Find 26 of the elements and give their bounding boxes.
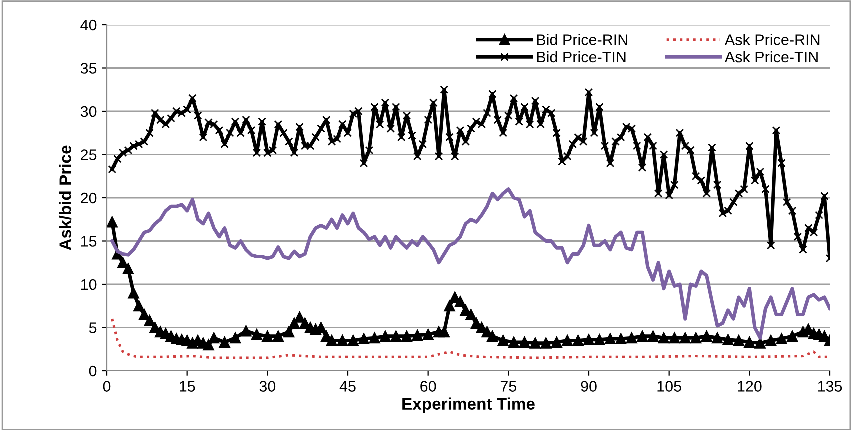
x-tick-label: 15 [180,381,196,392]
y-tick-label: 20 [81,192,97,204]
legend-label: Ask Price-TIN [724,51,818,63]
x-axis-title: Experiment Time [402,398,535,414]
y-tick-label: 35 [80,63,97,74]
x-tick-label: 60 [420,381,436,392]
line-series [111,318,830,360]
x-tick-label: 120 [738,381,762,392]
x-tick-label: 105 [658,381,682,392]
x-tick-label: 45 [340,381,356,392]
y-tick-label: 30 [80,106,97,118]
x-tick-label: 0 [103,381,111,392]
x-tick-label: 30 [260,381,276,392]
y-tick-label: 15 [81,236,97,247]
y-tick-label: 5 [89,322,97,334]
x-tick-label: 135 [818,381,842,392]
y-tick-label: 40 [80,20,97,31]
legend-label: Bid Price-RIN [537,34,628,46]
legend-label: Ask Price-RIN [724,34,820,46]
x-tick-label: 75 [500,381,517,392]
x-tick-label: 90 [581,381,597,392]
y-tick-label: 0 [89,366,97,377]
legend-label: Bid Price-TIN [537,51,626,63]
y-axis-title: Ask/bid Price [59,146,72,250]
y-tick-label: 10 [81,279,97,290]
y-tick-label: 25 [81,150,97,160]
